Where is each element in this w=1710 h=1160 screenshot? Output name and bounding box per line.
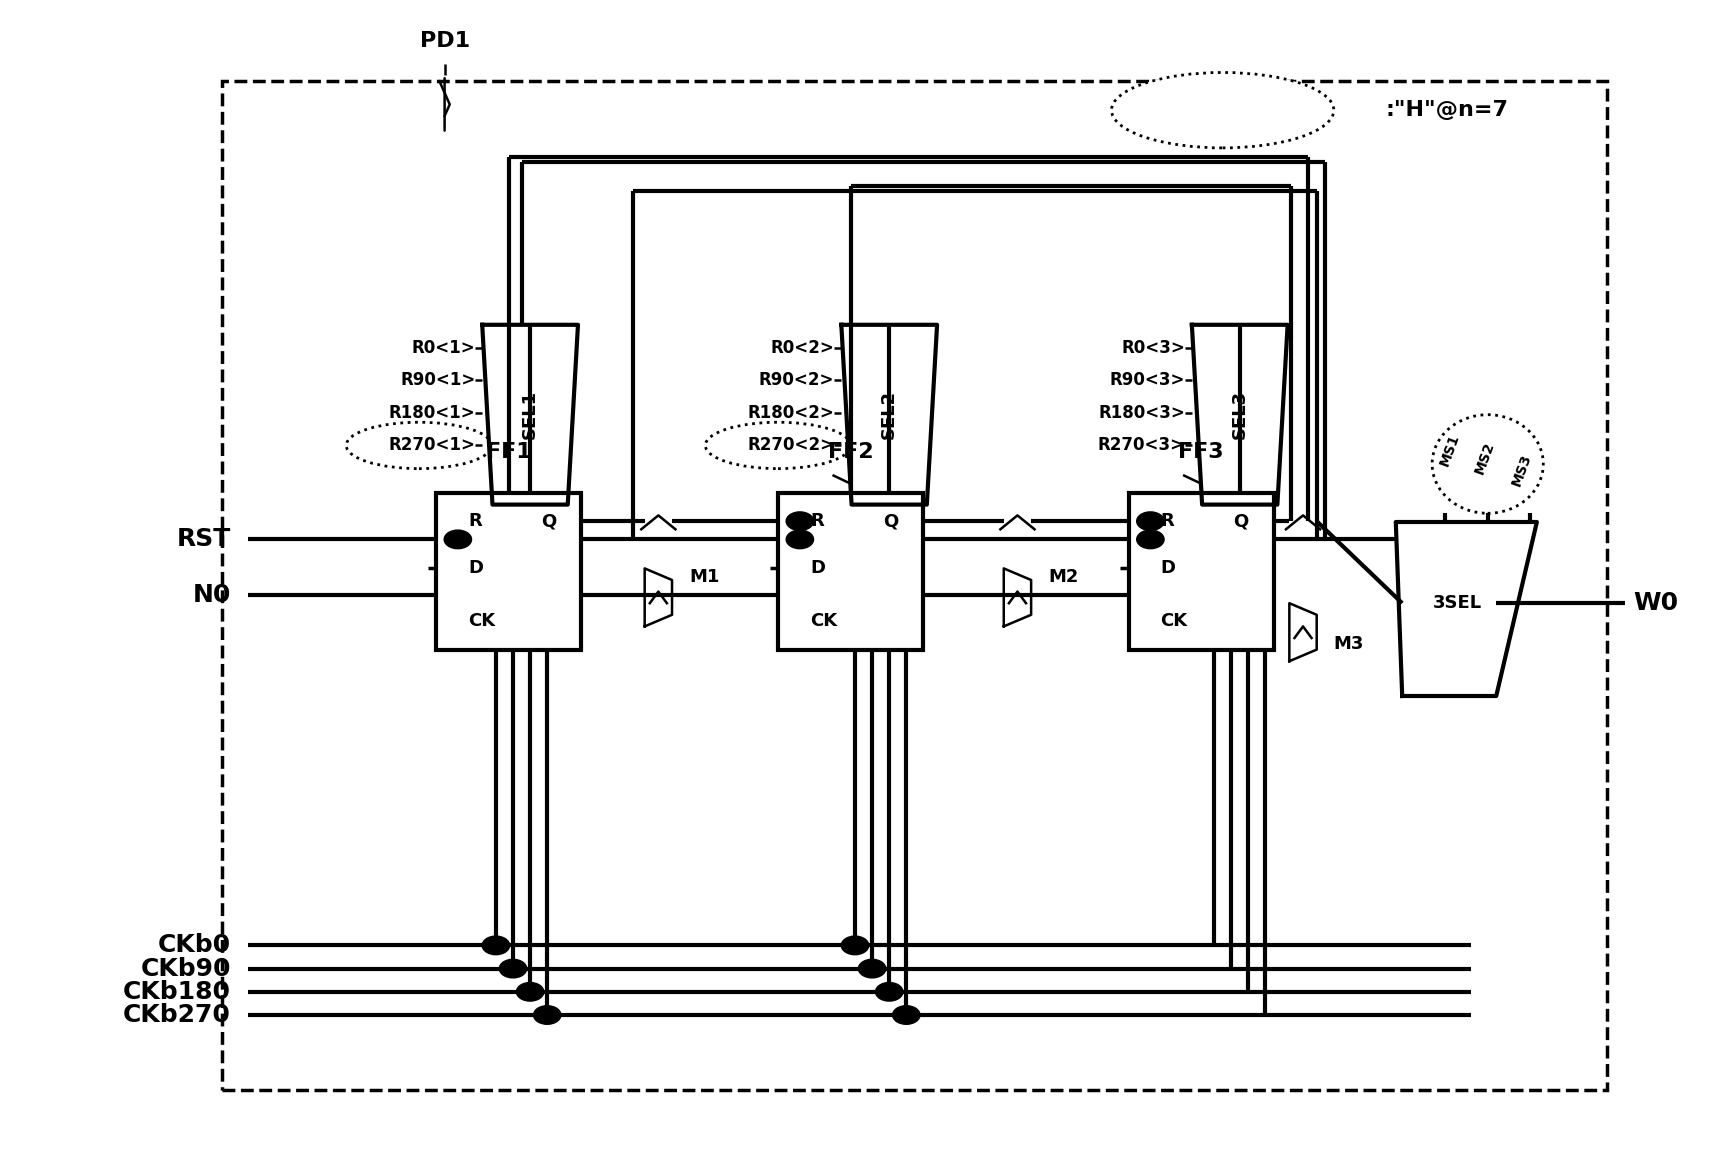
Text: R90<1>: R90<1>: [400, 371, 475, 390]
Circle shape: [534, 1006, 561, 1024]
Circle shape: [445, 530, 472, 549]
Text: FF1: FF1: [486, 442, 532, 463]
Circle shape: [787, 530, 814, 549]
Circle shape: [787, 512, 814, 530]
Circle shape: [1137, 530, 1165, 549]
Polygon shape: [1395, 522, 1537, 696]
Text: M2: M2: [1048, 568, 1079, 587]
Polygon shape: [482, 325, 578, 505]
Text: :"H"@n=7: :"H"@n=7: [1385, 100, 1508, 121]
Text: 3SEL: 3SEL: [1433, 594, 1483, 612]
Text: R180<3>: R180<3>: [1098, 404, 1185, 422]
Text: R90<3>: R90<3>: [1110, 371, 1185, 390]
Text: R180<1>: R180<1>: [388, 404, 475, 422]
Text: D: D: [811, 559, 824, 578]
Polygon shape: [841, 325, 937, 505]
Text: R0<2>: R0<2>: [771, 339, 834, 357]
Text: W0: W0: [1633, 592, 1678, 615]
Text: SEL1: SEL1: [522, 390, 539, 440]
Circle shape: [858, 959, 886, 978]
Text: R: R: [469, 513, 482, 530]
Text: R270<1>: R270<1>: [388, 436, 475, 455]
Text: M3: M3: [1334, 635, 1365, 653]
Bar: [1129, 493, 1274, 650]
Text: CKb0: CKb0: [157, 934, 231, 957]
Text: CKb180: CKb180: [123, 980, 231, 1003]
Text: CK: CK: [1161, 612, 1188, 630]
Ellipse shape: [1112, 72, 1334, 148]
Text: N0: N0: [193, 583, 231, 607]
Text: M1: M1: [689, 568, 720, 587]
Bar: [436, 493, 581, 650]
Text: D: D: [469, 559, 482, 578]
Text: R0<3>: R0<3>: [1122, 339, 1185, 357]
Text: Q: Q: [1233, 513, 1248, 530]
Ellipse shape: [1433, 415, 1544, 513]
Text: SEL3: SEL3: [1231, 390, 1248, 440]
Circle shape: [876, 983, 903, 1001]
Circle shape: [841, 936, 869, 955]
Text: R: R: [1161, 513, 1175, 530]
Text: R: R: [811, 513, 824, 530]
Text: FF3: FF3: [1178, 442, 1224, 463]
Text: D: D: [1161, 559, 1175, 578]
Text: MS2: MS2: [1472, 440, 1496, 477]
Circle shape: [1137, 512, 1165, 530]
Bar: [778, 493, 923, 650]
Text: R180<2>: R180<2>: [747, 404, 834, 422]
Text: CKb90: CKb90: [140, 957, 231, 980]
Text: R0<1>: R0<1>: [412, 339, 475, 357]
Text: FF2: FF2: [828, 442, 874, 463]
Text: RST: RST: [176, 528, 231, 551]
Circle shape: [516, 983, 544, 1001]
Text: Q: Q: [540, 513, 556, 530]
Text: R270<3>: R270<3>: [1098, 436, 1185, 455]
Text: Q: Q: [882, 513, 898, 530]
Text: CK: CK: [469, 612, 496, 630]
Text: CK: CK: [811, 612, 838, 630]
Bar: [222, 81, 1607, 1090]
Text: R270<2>: R270<2>: [747, 436, 834, 455]
Text: R90<2>: R90<2>: [759, 371, 834, 390]
Text: CKb270: CKb270: [123, 1003, 231, 1027]
Circle shape: [893, 1006, 920, 1024]
Text: SEL2: SEL2: [881, 390, 898, 440]
Polygon shape: [1192, 325, 1288, 505]
Text: MS1: MS1: [1438, 432, 1462, 469]
Text: MS3: MS3: [1510, 451, 1534, 488]
Circle shape: [499, 959, 527, 978]
Text: PD1: PD1: [419, 30, 470, 51]
Circle shape: [482, 936, 510, 955]
